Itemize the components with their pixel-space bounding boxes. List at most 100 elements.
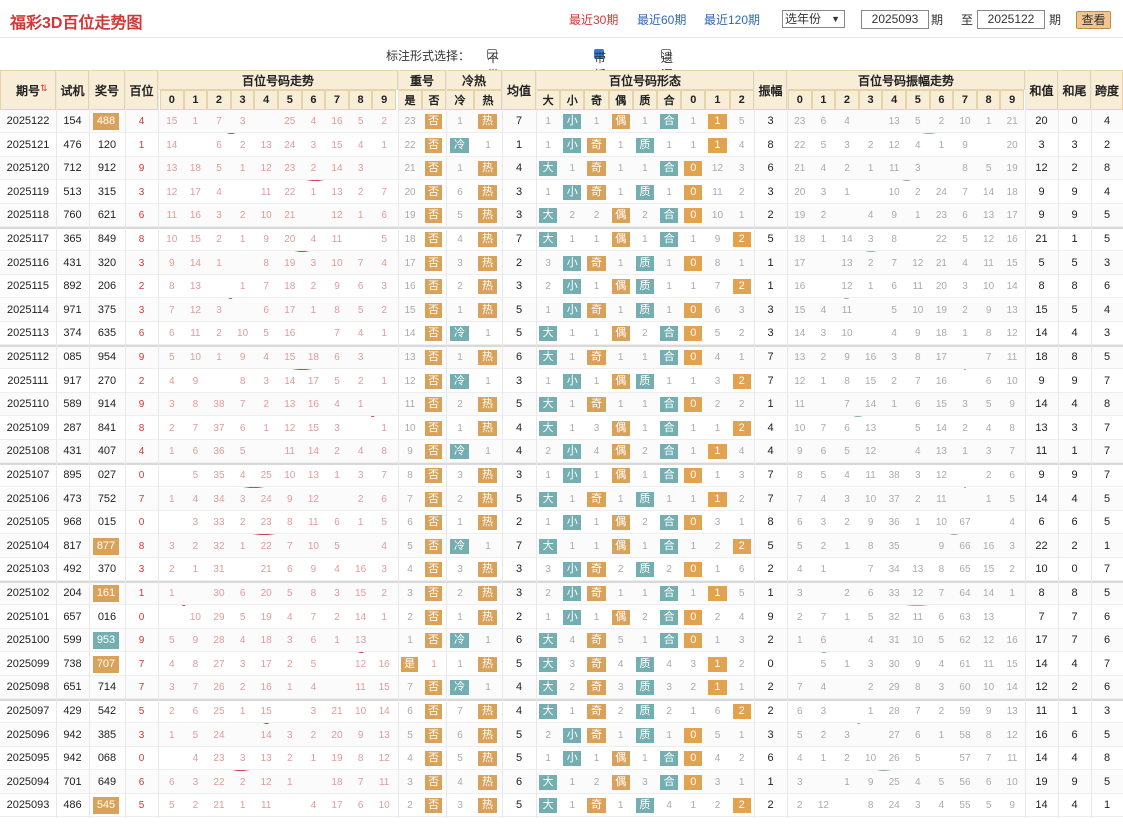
nav-recent-120-link[interactable]: 最近120期: [704, 13, 761, 27]
test-cell: 738: [63, 657, 82, 670]
nav-recent-30[interactable]: 最近30期: [569, 11, 618, 28]
amp-miss: 6: [891, 281, 897, 293]
mod-miss: 7: [714, 281, 721, 293]
mod-box: 1: [708, 137, 727, 153]
mod-miss: 4: [714, 753, 721, 765]
column-divider: [125, 70, 126, 818]
table-row: [0, 723, 1123, 747]
amp-miss: 8: [844, 375, 850, 387]
prize-cell: 206: [97, 280, 117, 293]
nav-recent-120[interactable]: 最近120期: [704, 11, 760, 28]
sum-cell: 12: [1035, 681, 1048, 694]
to-issue-input[interactable]: 2025122: [977, 10, 1045, 29]
prize-cell: 707: [93, 655, 119, 673]
amp-miss: 5: [797, 729, 803, 741]
trend-miss: 5: [169, 352, 175, 363]
mod-box: 0: [684, 562, 703, 578]
amp-cell: 1: [767, 587, 774, 599]
span-cell: 5: [1103, 492, 1111, 505]
issue-cell: 2025110: [6, 398, 49, 411]
repeat-miss: 3: [407, 776, 413, 788]
nav-recent-60[interactable]: 最近60期: [637, 11, 686, 28]
cold-miss: 1: [457, 163, 463, 175]
repeat-miss: 10: [404, 422, 416, 434]
tail-cell: 1: [1071, 705, 1078, 717]
amp-miss: 11: [983, 257, 994, 269]
amp-miss: 2: [844, 163, 850, 175]
options-label: 标注形式选择：: [386, 49, 471, 63]
query-button[interactable]: 查看: [1076, 11, 1111, 29]
year-select[interactable]: 选年份 ▼: [782, 10, 845, 28]
prime-box: 质: [635, 373, 654, 389]
sort-icon[interactable]: ⇅: [40, 83, 48, 93]
checkbox-layered[interactable]: [661, 49, 671, 59]
trend-miss: 1: [287, 682, 293, 694]
avg-cell: 3: [515, 374, 523, 387]
repeat-no-box: 否: [425, 515, 442, 531]
amp-miss: 10: [983, 682, 995, 694]
amp-miss: 7: [844, 399, 850, 411]
tail-cell: 4: [1071, 799, 1078, 812]
nav-recent-60-link[interactable]: 最近60期: [637, 13, 687, 27]
checkbox-polyline[interactable]: [594, 49, 604, 59]
amp-miss: 3: [820, 328, 827, 340]
repeat-no-box: 否: [425, 350, 442, 365]
mod-miss: 1: [690, 446, 697, 458]
mod-miss: 5: [714, 328, 721, 340]
trend-miss: 23: [213, 753, 225, 765]
prize-cell: 370: [97, 563, 117, 576]
amp-cell: 4: [767, 421, 774, 434]
trend-miss: 3: [357, 352, 364, 363]
test-cell: 657: [63, 610, 82, 623]
test-cell: 712: [63, 162, 82, 175]
amp-miss: 6: [844, 422, 850, 434]
sum-cell: 14: [1035, 327, 1048, 340]
avg-cell: 3: [515, 587, 523, 599]
trend-miss: 18: [189, 163, 201, 175]
checkbox-no-miss[interactable]: [487, 49, 497, 59]
trend-miss: 9: [169, 257, 175, 269]
trend-miss: 5: [216, 163, 222, 175]
trend-miss: 1: [310, 753, 317, 765]
trend-miss: 23: [260, 517, 272, 529]
tail-cell: 8: [1071, 587, 1078, 599]
mod-box: 0: [684, 397, 703, 413]
hundred-cell: 4: [138, 116, 145, 127]
col-trend-digit: 6: [301, 90, 326, 110]
amp-cell: 6: [767, 162, 774, 175]
trend-miss: 3: [310, 706, 317, 717]
mod-box: 2: [732, 279, 751, 295]
odd-box: 奇: [587, 350, 606, 365]
prime-miss: 1: [642, 422, 648, 434]
amp-miss: 1: [962, 446, 968, 458]
amp-miss: 2: [915, 186, 921, 198]
col-amp-digit: 1: [811, 90, 836, 110]
amp-miss: 3: [820, 706, 827, 717]
composite-box: 合: [660, 326, 679, 342]
amp-miss: 11: [936, 493, 947, 505]
repeat-miss: 22: [404, 139, 416, 151]
repeat-no-box: 否: [425, 232, 442, 247]
amp-miss: 5: [985, 163, 992, 175]
mod-miss: 1: [714, 564, 721, 576]
cold-miss: 3: [457, 800, 463, 812]
repeat-miss: 18: [404, 234, 416, 245]
amp-miss: 15: [794, 304, 806, 316]
nav-recent-30-link[interactable]: 最近30期: [569, 13, 619, 27]
test-cell: 365: [63, 233, 82, 245]
mod-box: 0: [684, 326, 703, 342]
amp-miss: 12: [935, 470, 947, 481]
column-divider: [1091, 70, 1092, 818]
span-cell: 8: [1103, 162, 1111, 175]
span-cell: 4: [1103, 115, 1111, 127]
from-issue-input[interactable]: 2025093: [861, 10, 929, 29]
even-box: 偶: [611, 468, 630, 483]
tail-cell: 3: [1071, 138, 1078, 151]
span-cell: 5: [1103, 351, 1111, 363]
mod-miss: 3: [690, 658, 697, 670]
trend-miss: 6: [334, 517, 340, 529]
trend-miss: 15: [355, 588, 367, 599]
prime-box: 质: [635, 656, 654, 672]
composite-miss: 1: [666, 186, 672, 198]
trend-miss: 9: [192, 375, 199, 387]
